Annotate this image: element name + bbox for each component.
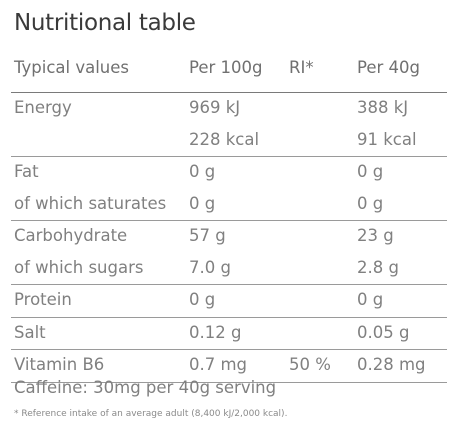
nutrition-table: Typical values Per 100g RI* Per 40g Ener… (11, 56, 447, 383)
row-per-40g: 0 g (357, 162, 384, 181)
row-per-100g: 0 g (189, 193, 216, 213)
row-label: Fat (14, 162, 39, 181)
header-per-100g: Per 100g (189, 58, 263, 77)
row-per-100g: 7.0 g (189, 257, 231, 277)
row-per-40g: 0.28 mg (357, 355, 426, 374)
row-label: Salt (14, 322, 46, 342)
header-ri: RI* (289, 58, 314, 77)
row-label: Protein (14, 290, 72, 309)
table-row-carbohydrate: Carbohydrate 57 g 23 g (11, 220, 447, 253)
row-per-40g: 0 g (357, 193, 384, 213)
table-bottom-divider (11, 381, 447, 383)
table-row-energy-kcal: 228 kcal 91 kcal (11, 125, 447, 157)
table-row-sugars: of which sugars 7.0 g 2.8 g (11, 253, 447, 285)
table-header-row: Typical values Per 100g RI* Per 40g (11, 56, 447, 92)
row-per-100g: 0.7 mg (189, 355, 248, 374)
row-label: Vitamin B6 (14, 355, 105, 374)
row-per-40g: 0 g (357, 290, 384, 309)
caffeine-note: Caffeine: 30mg per 40g serving (14, 378, 277, 397)
row-per-100g: 969 kJ (189, 98, 241, 117)
row-per-40g: 91 kcal (357, 129, 417, 149)
row-label: Carbohydrate (14, 226, 128, 245)
row-label: of which saturates (14, 193, 167, 213)
row-label: Energy (14, 98, 72, 117)
row-per-40g: 388 kJ (357, 98, 409, 117)
row-per-100g: 0 g (189, 290, 216, 309)
row-per-40g: 2.8 g (357, 257, 399, 277)
header-per-40g: Per 40g (357, 58, 421, 77)
row-ri: 50 % (289, 355, 331, 374)
reference-intake-footnote: * Reference intake of an average adult (… (14, 409, 288, 419)
table-row-saturates: of which saturates 0 g 0 g (11, 189, 447, 221)
row-per-100g: 0 g (189, 162, 216, 181)
row-label: of which sugars (14, 257, 144, 277)
row-per-100g: 57 g (189, 226, 226, 245)
row-per-40g: 23 g (357, 226, 394, 245)
page-title: Nutritional table (14, 10, 196, 36)
table-row-energy-kj: Energy 969 kJ 388 kJ (11, 92, 447, 125)
table-row-salt: Salt 0.12 g 0.05 g (11, 316, 447, 350)
table-row-protein: Protein 0 g 0 g (11, 284, 447, 317)
table-row-fat: Fat 0 g 0 g (11, 156, 447, 189)
header-typical-values: Typical values (14, 58, 130, 77)
row-per-100g: 0.12 g (189, 322, 242, 342)
table-row-vitamin-b6: Vitamin B6 0.7 mg 50 % 0.28 mg (11, 349, 447, 382)
row-per-40g: 0.05 g (357, 322, 410, 342)
row-per-100g: 228 kcal (189, 129, 260, 149)
